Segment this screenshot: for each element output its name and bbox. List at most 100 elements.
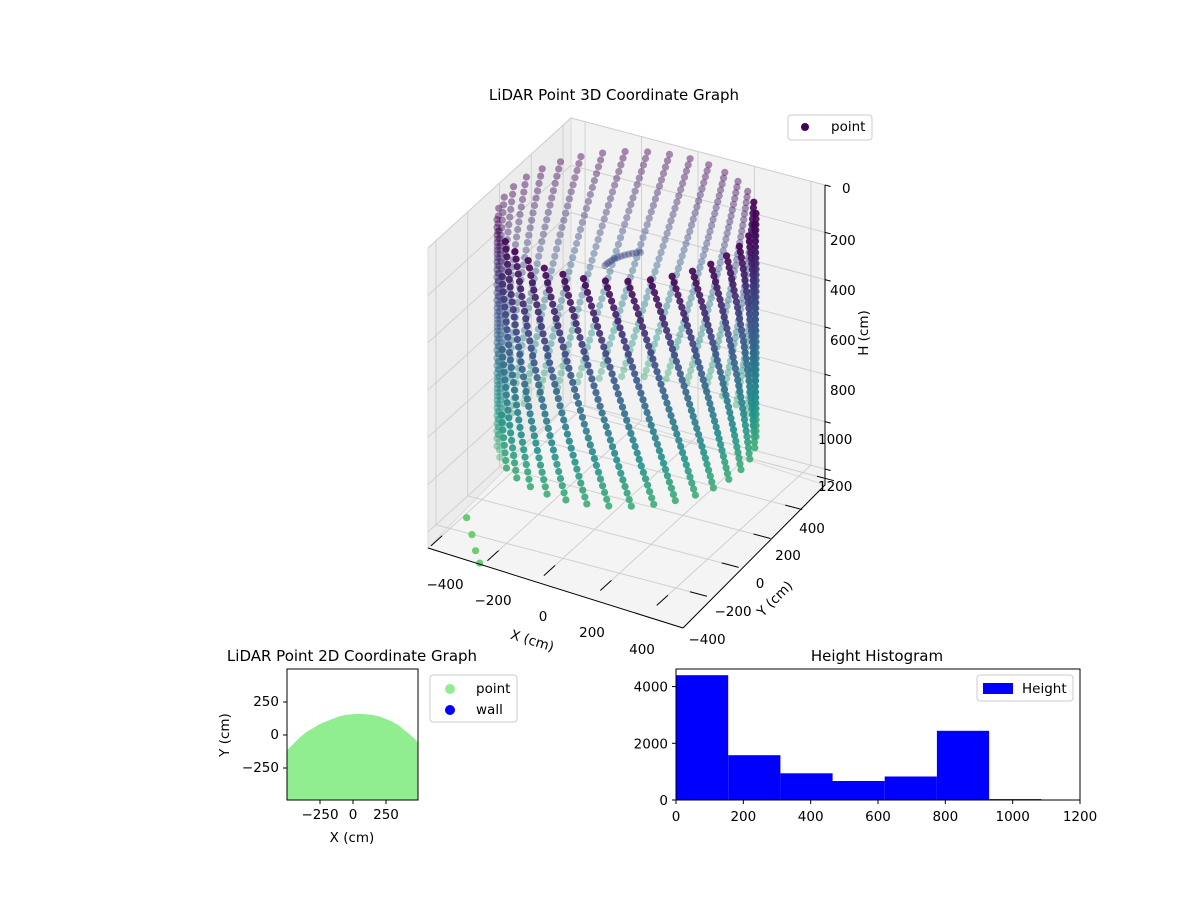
data-point bbox=[606, 363, 614, 371]
data-point bbox=[719, 452, 728, 460]
data-point bbox=[515, 278, 524, 286]
data-point bbox=[665, 405, 673, 413]
data-point bbox=[655, 255, 663, 263]
data-point bbox=[747, 399, 756, 407]
data-point bbox=[641, 475, 650, 483]
data-point bbox=[710, 345, 718, 353]
data-point bbox=[513, 233, 521, 241]
data-point bbox=[725, 475, 733, 483]
legend-box bbox=[787, 114, 873, 141]
data-point bbox=[686, 227, 694, 235]
data-point bbox=[698, 370, 706, 378]
data-point bbox=[513, 335, 522, 344]
data-point bbox=[523, 395, 532, 403]
data-point bbox=[615, 168, 623, 176]
data-point bbox=[725, 263, 733, 271]
data-point bbox=[532, 194, 540, 202]
data-point bbox=[533, 446, 542, 455]
data-point bbox=[712, 350, 720, 359]
data-point bbox=[647, 349, 655, 357]
data-point bbox=[551, 179, 559, 187]
data-point bbox=[733, 370, 741, 378]
data-point bbox=[746, 243, 754, 251]
data-point bbox=[629, 266, 637, 275]
x-ticks-2d: −250 0 250 bbox=[301, 800, 399, 823]
data-point bbox=[553, 460, 561, 468]
data-point bbox=[630, 333, 638, 341]
data-point bbox=[581, 281, 590, 290]
x-ticks-hist: 0 200 400 600 800 1000 1200 bbox=[672, 800, 1097, 825]
data-point bbox=[512, 328, 520, 336]
data-point bbox=[592, 242, 600, 251]
data-point bbox=[709, 411, 717, 419]
data-point bbox=[705, 466, 713, 474]
data-point bbox=[743, 432, 751, 441]
data-point bbox=[512, 255, 520, 263]
data-point bbox=[750, 433, 758, 441]
data-point bbox=[598, 222, 606, 230]
data-point bbox=[619, 227, 627, 235]
data-point bbox=[588, 183, 597, 192]
data-point bbox=[520, 307, 529, 315]
data-point bbox=[603, 284, 612, 292]
data-point bbox=[643, 293, 651, 301]
data-point bbox=[722, 235, 730, 243]
data-point bbox=[703, 239, 711, 247]
data-point bbox=[691, 346, 699, 354]
z-tick bbox=[824, 279, 831, 282]
data-point bbox=[679, 179, 687, 187]
data-point bbox=[696, 191, 704, 199]
data-point bbox=[601, 261, 609, 270]
data-point bbox=[494, 400, 502, 408]
data-point bbox=[641, 402, 649, 410]
data-point bbox=[685, 300, 693, 308]
data-point bbox=[588, 329, 596, 337]
data-point bbox=[573, 167, 581, 175]
data-point bbox=[722, 391, 730, 399]
data-point bbox=[719, 247, 727, 255]
data-point bbox=[497, 396, 505, 404]
data-point bbox=[530, 201, 539, 210]
data-point bbox=[613, 174, 621, 182]
data-point bbox=[582, 427, 590, 435]
data-point bbox=[717, 186, 725, 194]
data-point bbox=[651, 268, 659, 276]
data-point bbox=[751, 226, 759, 234]
data-point bbox=[749, 416, 757, 424]
legend-marker-height bbox=[983, 683, 1013, 694]
data-point bbox=[739, 404, 747, 412]
data-point bbox=[651, 434, 659, 442]
data-point bbox=[732, 298, 741, 306]
data-point bbox=[598, 336, 606, 344]
data-point bbox=[494, 293, 502, 301]
data-point bbox=[706, 399, 714, 408]
data-point bbox=[710, 272, 718, 280]
data-point bbox=[738, 259, 746, 267]
data-point bbox=[648, 282, 657, 290]
data-point bbox=[493, 419, 501, 427]
data-point bbox=[666, 362, 674, 370]
histogram-bar bbox=[884, 776, 937, 800]
data-point bbox=[499, 208, 507, 217]
data-point bbox=[600, 416, 608, 424]
data-point bbox=[493, 442, 501, 450]
data-point bbox=[628, 249, 636, 257]
data-point bbox=[574, 326, 582, 335]
data-point bbox=[688, 360, 697, 368]
z-axis-label-3d: H (cm) bbox=[856, 310, 872, 356]
data-point bbox=[578, 291, 586, 299]
data-point bbox=[641, 300, 649, 308]
data-point bbox=[533, 333, 541, 341]
histogram-bar bbox=[728, 755, 781, 800]
data-point bbox=[644, 481, 652, 489]
data-point bbox=[732, 189, 740, 197]
data-point bbox=[737, 254, 746, 262]
data-point bbox=[696, 291, 704, 299]
data-point bbox=[715, 362, 723, 370]
data-point bbox=[745, 449, 753, 457]
data-point bbox=[647, 208, 655, 216]
data-point bbox=[697, 297, 705, 305]
data-point bbox=[616, 234, 625, 242]
data-point bbox=[728, 206, 736, 214]
data-point bbox=[744, 187, 752, 195]
